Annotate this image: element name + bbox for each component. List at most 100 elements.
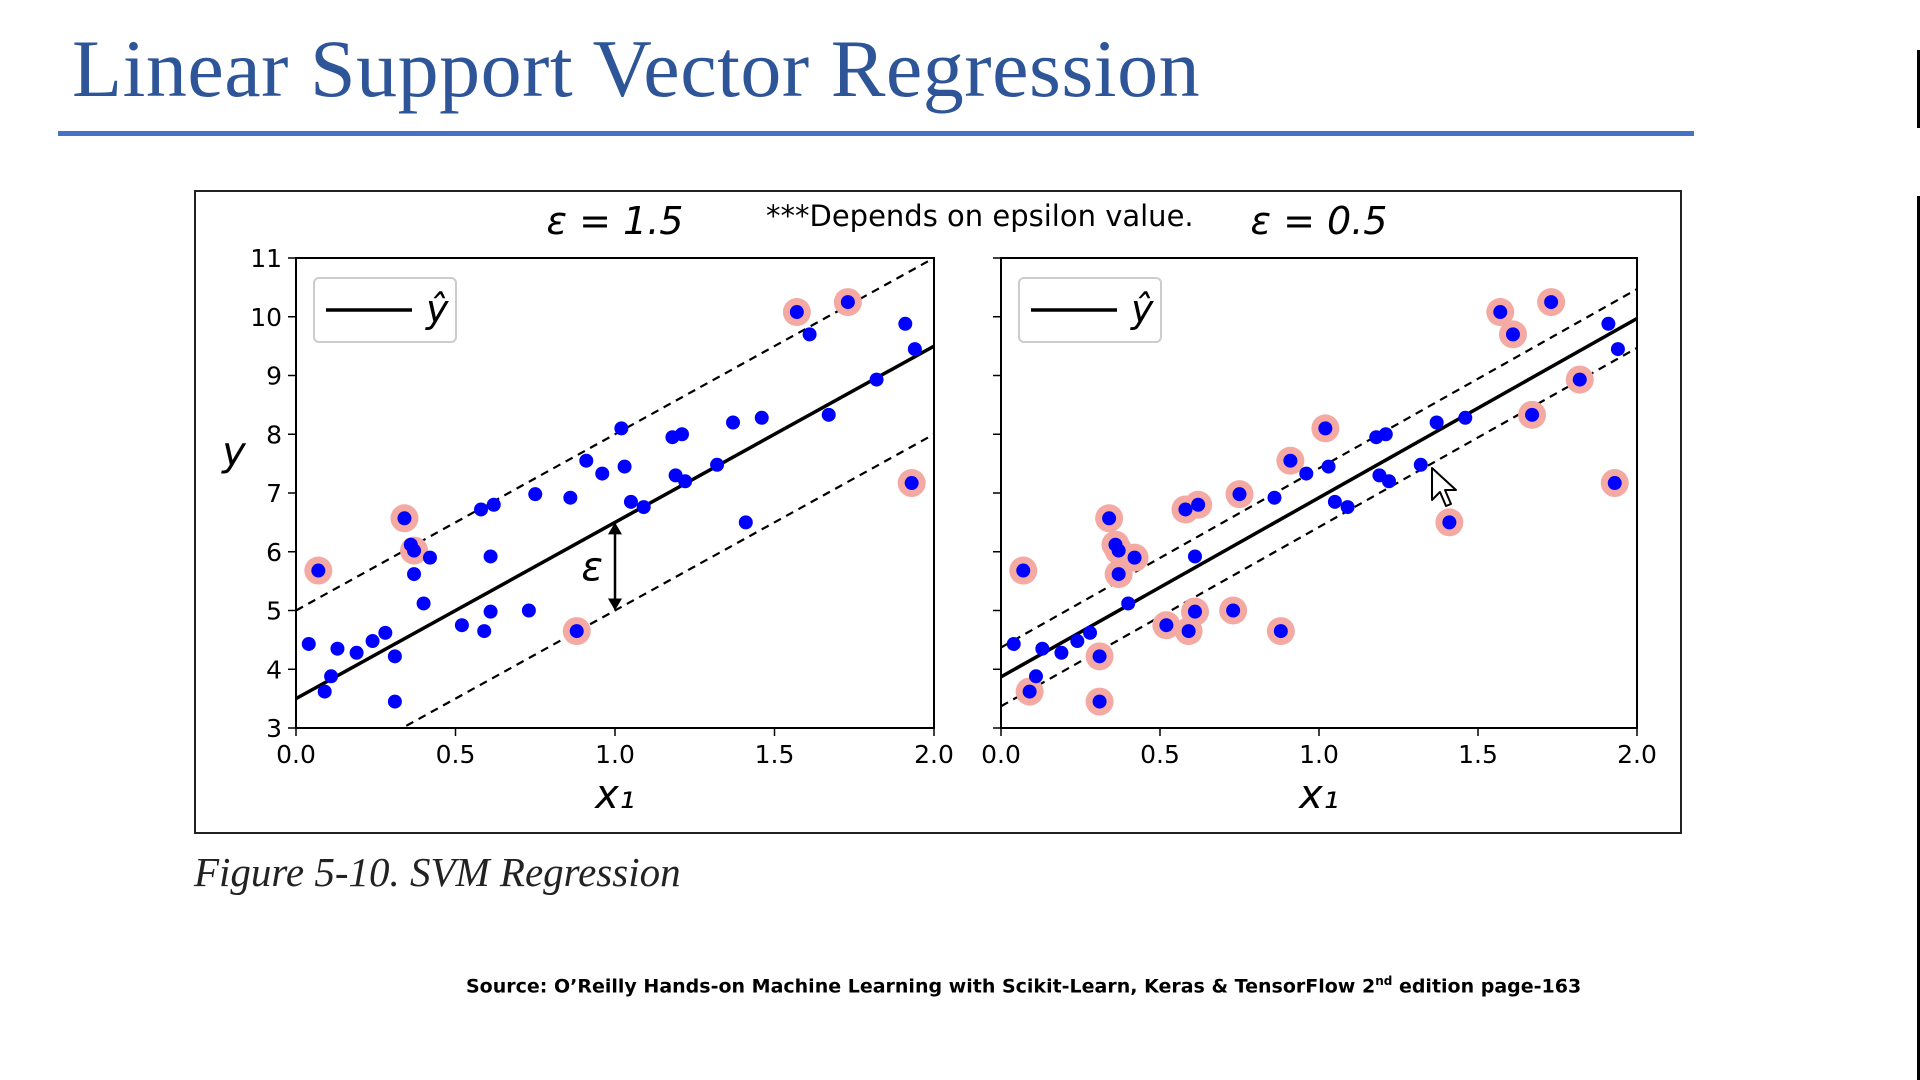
data-point	[1544, 295, 1559, 310]
window-edge-bottom	[1917, 196, 1920, 1080]
data-point	[1028, 669, 1043, 684]
data-point	[1092, 694, 1107, 709]
data-point	[579, 453, 594, 468]
data-point	[789, 305, 804, 320]
data-point	[1187, 604, 1202, 619]
data-point	[1181, 624, 1196, 639]
y-axis-label: y	[221, 429, 247, 475]
y-tick-label: 11	[250, 244, 282, 273]
data-point	[324, 669, 339, 684]
data-point	[311, 563, 326, 578]
data-point	[869, 372, 884, 387]
legend-label: ŷ	[1130, 287, 1154, 331]
data-point	[1607, 476, 1622, 491]
data-point	[636, 500, 651, 515]
data-point	[454, 618, 469, 633]
legend: ŷ	[1018, 277, 1162, 343]
data-point	[710, 457, 725, 472]
data-point	[802, 327, 817, 342]
data-point	[483, 549, 498, 564]
subplot-2: ε = 0.5 0.0 0.5 1.0 1.5 2.0 x₁ ŷ	[981, 199, 1657, 818]
upper-margin-line	[1001, 288, 1637, 649]
x-tick-label: 2.0	[914, 740, 954, 769]
data-point	[1413, 457, 1428, 472]
data-point	[898, 316, 913, 331]
data-point	[1111, 567, 1126, 582]
data-point	[738, 515, 753, 530]
data-point	[1321, 459, 1336, 474]
data-point	[407, 543, 422, 558]
data-point	[1127, 550, 1142, 565]
epsilon-label: ε	[581, 544, 603, 590]
subplot-title: ε = 1.5	[547, 199, 684, 243]
data-point	[1273, 624, 1288, 639]
source-text: Source: O’Reilly Hands-on Machine Learni…	[466, 975, 1376, 998]
x-axis-label: x₁	[1297, 772, 1339, 818]
data-point	[617, 459, 632, 474]
x-tick-label: 1.0	[595, 740, 635, 769]
data-point	[521, 603, 536, 618]
data-point	[907, 342, 922, 357]
data-point	[474, 502, 489, 517]
data-point	[1340, 500, 1355, 515]
data-point	[1054, 645, 1069, 660]
data-point	[486, 497, 501, 512]
epsilon-arrow-head-bottom	[608, 598, 622, 611]
title-underline	[58, 131, 1694, 136]
figure-frame: ***Depends on epsilon value. ε = 1.5 3 4 5 6…	[194, 190, 1682, 834]
subplot-title: ε = 0.5	[1251, 199, 1388, 243]
plot-area	[1001, 288, 1637, 716]
data-point	[1442, 515, 1457, 530]
data-point	[422, 550, 437, 565]
x-tick-label: 0.5	[436, 740, 476, 769]
data-point	[1191, 497, 1206, 512]
data-point	[387, 649, 402, 664]
data-point	[1299, 466, 1314, 481]
subplot-1: ε = 1.5 3 4 5 6 7 8 9 10 11 0.0 0.5 1.0 1.5 2.0 x₁ y ε ŷ	[221, 199, 954, 818]
data-point	[1525, 407, 1540, 422]
data-point	[1226, 603, 1241, 618]
epsilon-arrow-head-top	[608, 522, 622, 535]
x-tick-label: 0.0	[981, 740, 1021, 769]
source-superscript: nd	[1375, 974, 1393, 988]
data-point	[1458, 410, 1473, 425]
y-tick-label: 3	[266, 714, 282, 743]
data-point	[1070, 634, 1085, 649]
data-point	[1610, 342, 1625, 357]
data-point	[1327, 494, 1342, 509]
y-tick-label: 6	[266, 538, 282, 567]
data-point	[563, 490, 578, 505]
upper-margin-line	[296, 258, 934, 612]
data-point	[674, 427, 689, 442]
data-point	[1022, 684, 1037, 699]
data-point	[387, 694, 402, 709]
data-point	[397, 511, 412, 526]
data-point	[1283, 453, 1298, 468]
data-point	[1092, 649, 1107, 664]
data-point	[1572, 372, 1587, 387]
x-tick-label: 1.5	[1458, 740, 1498, 769]
figure-caption: Figure 5-10. SVM Regression	[194, 849, 681, 895]
slide-title: Linear Support Vector Regression	[72, 23, 1201, 114]
regression-line	[1001, 316, 1637, 679]
data-point	[1493, 305, 1508, 320]
x-tick-label: 2.0	[1617, 740, 1657, 769]
x-tick-label: 1.5	[755, 740, 795, 769]
data-point	[378, 625, 393, 640]
data-point	[1178, 502, 1193, 517]
data-point	[477, 624, 492, 639]
data-point	[614, 421, 629, 436]
svm-regression-figure: ***Depends on epsilon value. ε = 1.5 3 4 5 6…	[221, 199, 1657, 818]
y-tick-label: 4	[266, 655, 282, 684]
data-point	[1006, 636, 1021, 651]
data-point	[317, 684, 332, 699]
data-point	[1267, 490, 1282, 505]
data-point	[1378, 427, 1393, 442]
y-tick-label: 5	[266, 597, 282, 626]
x-tick-label: 1.0	[1299, 740, 1339, 769]
data-point	[1429, 415, 1444, 430]
data-point	[1232, 487, 1247, 502]
data-point	[1159, 618, 1174, 633]
data-point	[1318, 421, 1333, 436]
data-point	[840, 295, 855, 310]
